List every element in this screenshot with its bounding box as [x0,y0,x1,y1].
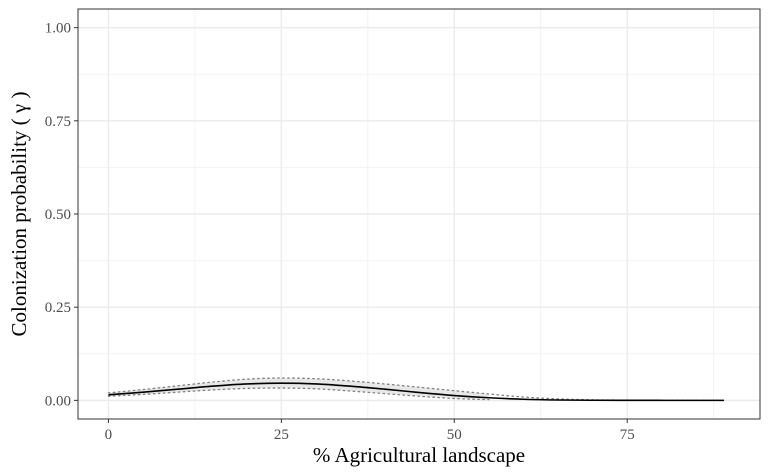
y-tick-label: 0.25 [45,300,71,316]
x-axis-title: % Agricultural landscape [313,443,525,467]
estimate-line [108,382,725,402]
x-tick-label: 50 [447,427,462,443]
y-tick-label: 0.00 [45,393,71,409]
x-tick-label: 75 [620,427,635,443]
ticks-layer: 0 25 50 75 0.00 0.25 0.50 0.75 1.00 [45,21,635,443]
grid-minor [78,9,760,419]
y-tick-label: 0.75 [45,114,71,130]
y-axis-title: Colonization probability ( γ ) [7,92,31,337]
x-tick-label: 0 [105,427,113,443]
x-tick-label: 25 [274,427,289,443]
series-layer [107,377,725,402]
lower-ci-line [107,387,490,401]
grid-major [78,9,760,419]
y-tick-label: 1.00 [45,21,71,37]
y-tick-label: 0.50 [45,207,71,223]
